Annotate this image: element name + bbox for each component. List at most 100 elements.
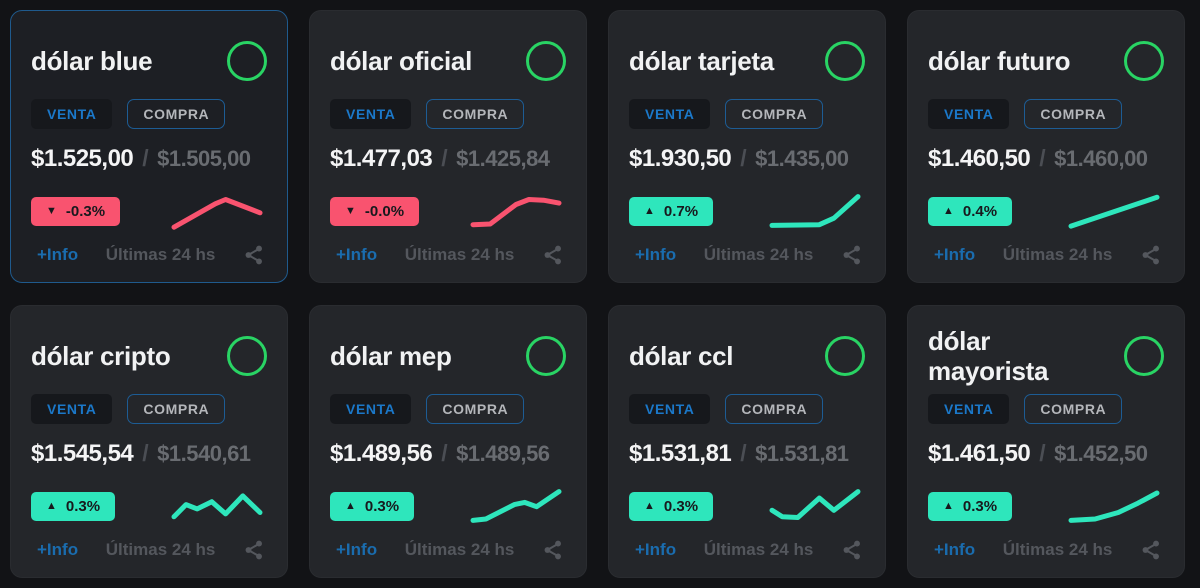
- share-icon[interactable]: [841, 539, 863, 561]
- price-tabs: VENTA COMPRA: [629, 99, 865, 129]
- change-row: ▲ 0.3%: [330, 484, 566, 528]
- sparkline-chart: [1068, 194, 1160, 229]
- card-header: dólar ccl: [629, 322, 865, 390]
- sparkline-chart: [470, 489, 562, 523]
- triangle-up-icon: ▲: [943, 204, 954, 217]
- card-title: dólar futuro: [928, 45, 1071, 76]
- card-footer: +Info Últimas 24 hs: [928, 539, 1164, 563]
- prices-row: $1.525,00 / $1.505,00: [31, 145, 267, 173]
- change-row: ▼ -0.3%: [31, 189, 267, 233]
- dollar-card[interactable]: dólar blue VENTA COMPRA $1.525,00 / $1.5…: [10, 10, 288, 283]
- triangle-up-icon: ▲: [943, 499, 954, 512]
- info-link[interactable]: +Info: [37, 245, 79, 264]
- dollar-card[interactable]: dólar oficial VENTA COMPRA $1.477,03 / $…: [309, 10, 587, 283]
- tab-venta[interactable]: VENTA: [928, 99, 1010, 129]
- change-row: ▼ -0.0%: [330, 189, 566, 233]
- tab-compra[interactable]: COMPRA: [1024, 99, 1123, 129]
- status-ring-icon: [825, 336, 865, 376]
- compra-price: $1.425,84: [456, 146, 550, 171]
- share-icon[interactable]: [1140, 539, 1162, 561]
- price-divider: /: [1039, 145, 1046, 171]
- change-value: -0.3%: [65, 202, 106, 220]
- price-divider: /: [441, 440, 448, 466]
- tab-venta[interactable]: VENTA: [330, 394, 412, 424]
- change-badge: ▲ 0.3%: [928, 491, 1013, 521]
- info-link[interactable]: +Info: [336, 245, 378, 264]
- tab-compra[interactable]: COMPRA: [1024, 394, 1123, 424]
- price-tabs: VENTA COMPRA: [330, 394, 566, 424]
- change-badge: ▼ -0.3%: [31, 196, 121, 226]
- price-tabs: VENTA COMPRA: [330, 99, 566, 129]
- share-icon[interactable]: [1140, 244, 1162, 266]
- status-ring-icon: [526, 41, 566, 81]
- change-badge: ▲ 0.7%: [629, 196, 714, 226]
- info-link[interactable]: +Info: [37, 540, 79, 559]
- change-badge: ▼ -0.0%: [330, 196, 420, 226]
- prices-row: $1.531,81 / $1.531,81: [629, 440, 865, 468]
- dollar-card[interactable]: dólar mayorista VENTA COMPRA $1.461,50 /…: [907, 305, 1185, 578]
- tab-venta[interactable]: VENTA: [629, 394, 711, 424]
- dollar-card[interactable]: dólar mep VENTA COMPRA $1.489,56 / $1.48…: [309, 305, 587, 578]
- change-row: ▲ 0.3%: [629, 484, 865, 528]
- tab-compra[interactable]: COMPRA: [426, 394, 525, 424]
- card-header: dólar mayorista: [928, 322, 1164, 390]
- period-label: Últimas 24 hs: [703, 245, 814, 264]
- price-divider: /: [1039, 440, 1046, 466]
- price-tabs: VENTA COMPRA: [928, 99, 1164, 129]
- tab-venta[interactable]: VENTA: [330, 99, 412, 129]
- card-title: dólar cripto: [31, 340, 171, 371]
- dollar-card[interactable]: dólar cripto VENTA COMPRA $1.545,54 / $1…: [10, 305, 288, 578]
- sparkline-chart: [1068, 490, 1160, 523]
- tab-venta[interactable]: VENTA: [31, 394, 113, 424]
- share-icon[interactable]: [841, 244, 863, 266]
- card-footer: +Info Últimas 24 hs: [31, 539, 267, 563]
- dollar-card[interactable]: dólar ccl VENTA COMPRA $1.531,81 / $1.53…: [608, 305, 886, 578]
- prices-row: $1.461,50 / $1.452,50: [928, 440, 1164, 468]
- period-label: Últimas 24 hs: [1002, 540, 1113, 559]
- venta-price: $1.545,54: [31, 440, 134, 467]
- tab-compra[interactable]: COMPRA: [426, 99, 525, 129]
- period-label: Últimas 24 hs: [404, 245, 515, 264]
- info-link[interactable]: +Info: [635, 540, 677, 559]
- change-value: 0.7%: [663, 202, 699, 220]
- card-title: dólar ccl: [629, 340, 734, 371]
- share-icon[interactable]: [542, 244, 564, 266]
- period-label: Últimas 24 hs: [703, 540, 814, 559]
- change-badge: ▲ 0.3%: [31, 491, 116, 521]
- info-link[interactable]: +Info: [934, 245, 976, 264]
- tab-compra[interactable]: COMPRA: [127, 394, 226, 424]
- info-link[interactable]: +Info: [635, 245, 677, 264]
- change-row: ▲ 0.3%: [928, 484, 1164, 528]
- card-title: dólar tarjeta: [629, 45, 774, 76]
- card-footer: +Info Últimas 24 hs: [629, 244, 865, 268]
- sparkline-chart: [171, 493, 263, 520]
- prices-row: $1.930,50 / $1.435,00: [629, 145, 865, 173]
- info-link[interactable]: +Info: [336, 540, 378, 559]
- compra-price: $1.452,50: [1054, 441, 1148, 466]
- tab-compra[interactable]: COMPRA: [725, 394, 824, 424]
- price-divider: /: [142, 440, 149, 466]
- tab-venta[interactable]: VENTA: [31, 99, 113, 129]
- info-link[interactable]: +Info: [934, 540, 976, 559]
- venta-price: $1.489,56: [330, 440, 433, 467]
- share-icon[interactable]: [243, 244, 265, 266]
- tab-venta[interactable]: VENTA: [928, 394, 1010, 424]
- triangle-up-icon: ▲: [46, 499, 57, 512]
- share-icon[interactable]: [542, 539, 564, 561]
- card-header: dólar futuro: [928, 27, 1164, 95]
- change-value: 0.3%: [962, 497, 998, 515]
- share-icon[interactable]: [243, 539, 265, 561]
- period-label: Últimas 24 hs: [105, 245, 216, 264]
- tab-venta[interactable]: VENTA: [629, 99, 711, 129]
- dollar-card[interactable]: dólar futuro VENTA COMPRA $1.460,50 / $1…: [907, 10, 1185, 283]
- dollar-card[interactable]: dólar tarjeta VENTA COMPRA $1.930,50 / $…: [608, 10, 886, 283]
- period-label: Últimas 24 hs: [404, 540, 515, 559]
- tab-compra[interactable]: COMPRA: [127, 99, 226, 129]
- card-title: dólar mayorista: [928, 325, 1049, 386]
- venta-price: $1.531,81: [629, 440, 732, 467]
- tab-compra[interactable]: COMPRA: [725, 99, 824, 129]
- change-value: 0.3%: [65, 497, 101, 515]
- triangle-down-icon: ▼: [345, 204, 356, 217]
- price-tabs: VENTA COMPRA: [928, 394, 1164, 424]
